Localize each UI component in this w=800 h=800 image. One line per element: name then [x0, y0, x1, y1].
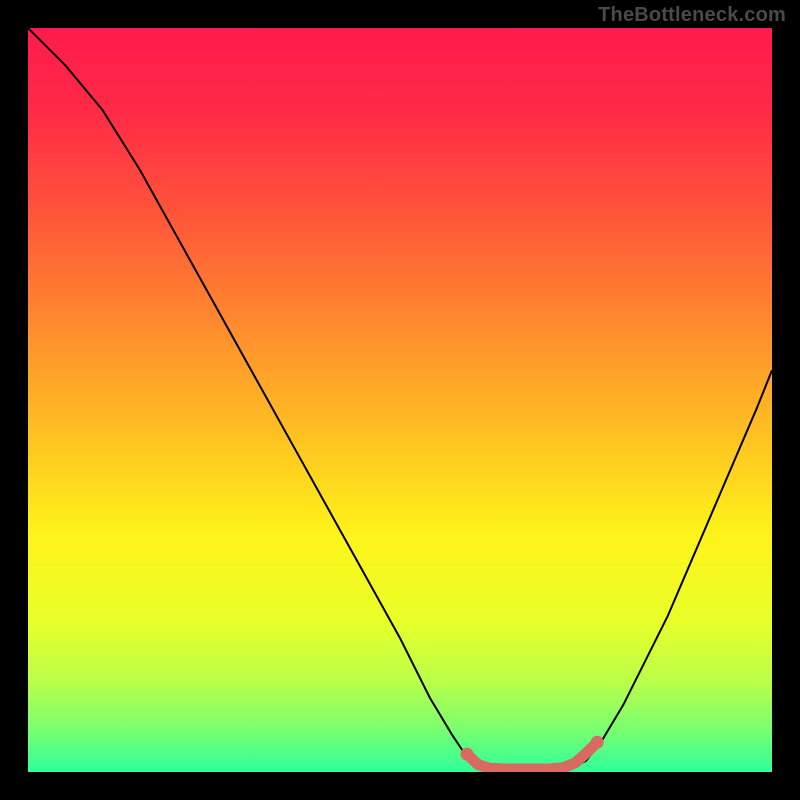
watermark-text: TheBottleneck.com [598, 4, 786, 27]
range-knob-start [460, 748, 473, 761]
range-knob-end [591, 736, 604, 749]
chart-frame: TheBottleneck.com [0, 0, 800, 800]
gradient-bg [28, 28, 772, 772]
plot-area [28, 28, 772, 772]
chart-svg [28, 28, 772, 772]
